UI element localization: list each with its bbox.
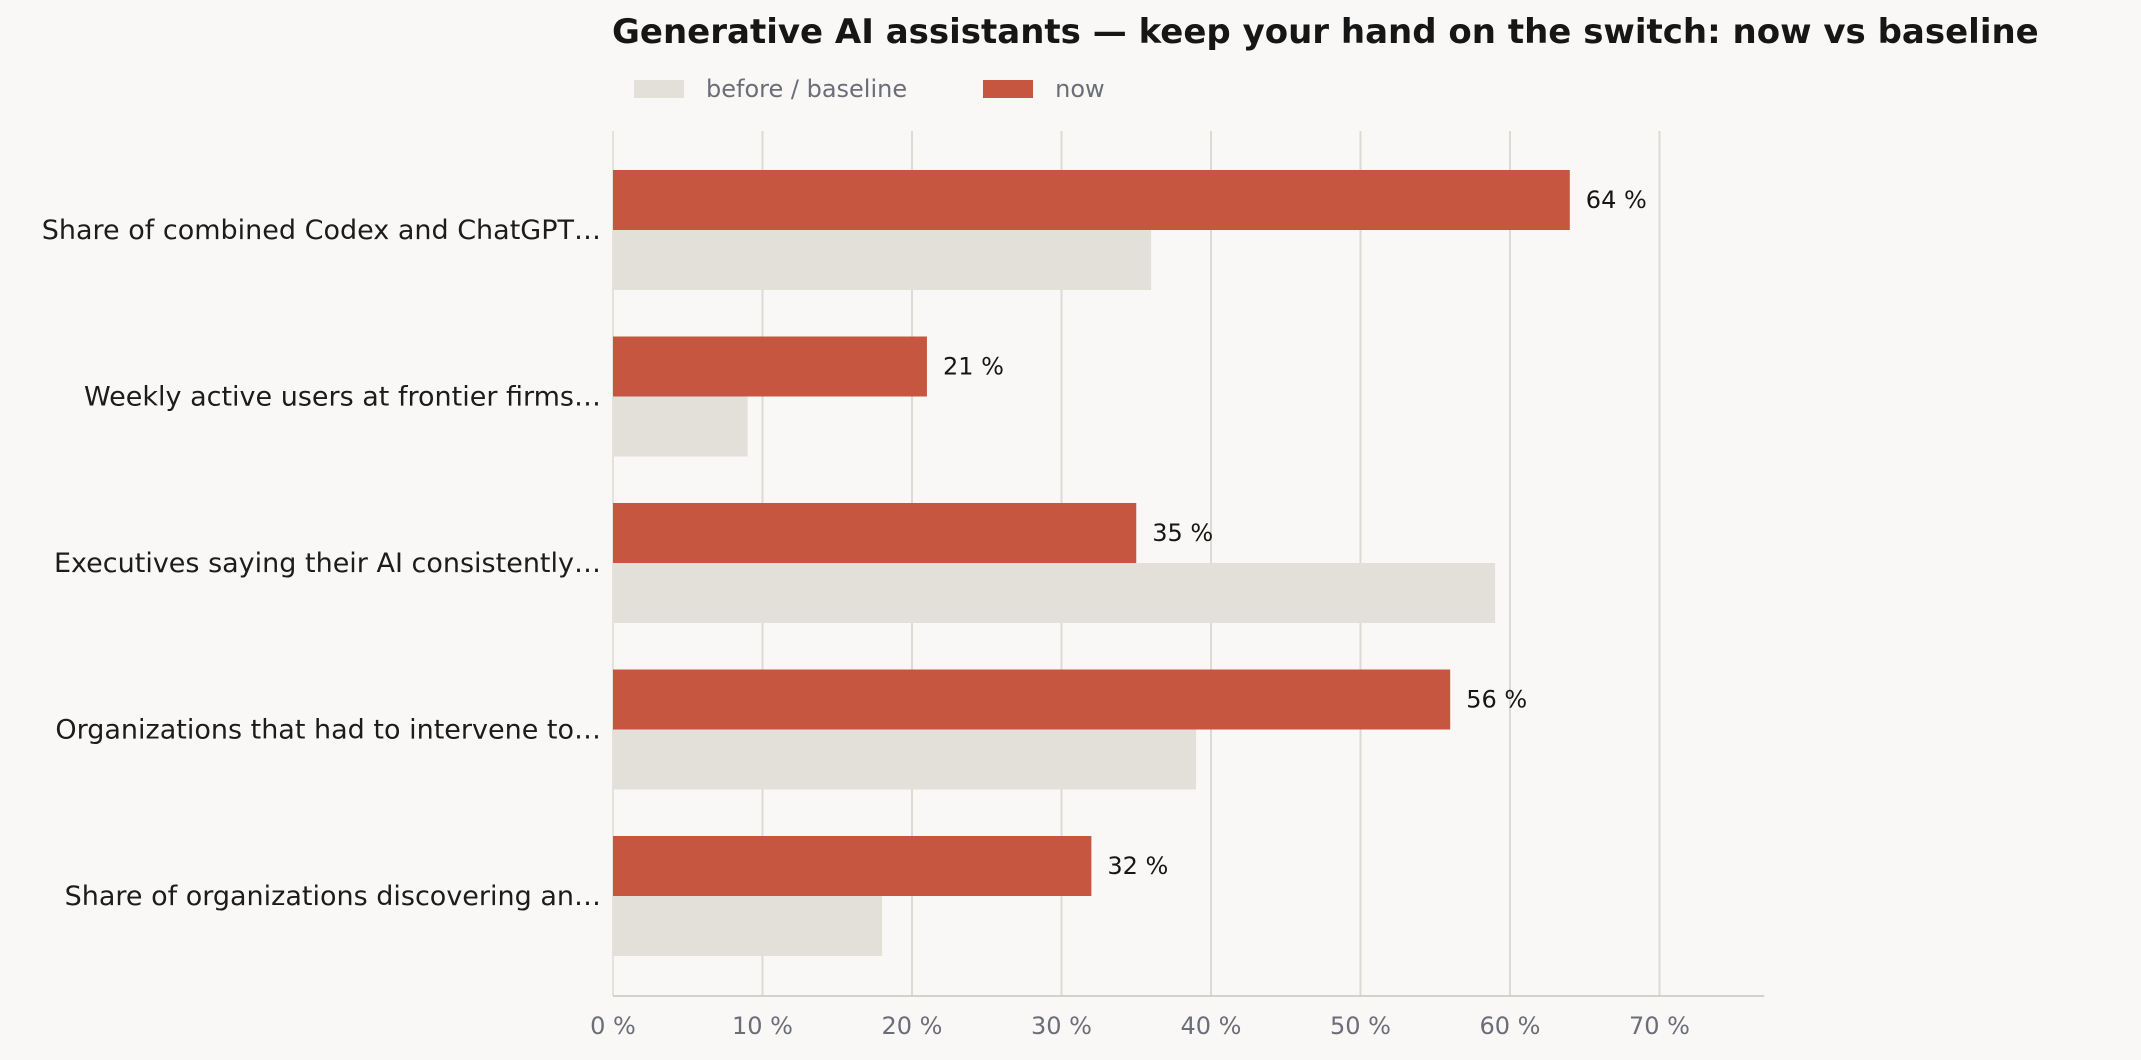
bar-baseline xyxy=(613,230,1152,290)
bar-now xyxy=(613,170,1570,230)
x-tick-label: 20 % xyxy=(882,1012,943,1040)
x-tick-label: 60 % xyxy=(1480,1012,1541,1040)
value-label-now: 35 % xyxy=(1152,519,1213,547)
category-label: Weekly active users at frontier firms… xyxy=(84,382,601,413)
legend-item-baseline: before / baseline xyxy=(612,75,907,103)
category-label: Share of combined Codex and ChatGPT… xyxy=(42,215,601,246)
x-tick-label: 10 % xyxy=(732,1012,793,1040)
chart-title: Generative AI assistants — keep your han… xyxy=(612,12,2039,52)
legend-label-now: now xyxy=(1055,75,1105,103)
value-label-now: 32 % xyxy=(1107,852,1168,880)
bar-now xyxy=(613,503,1137,563)
x-tick-label: 0 % xyxy=(590,1012,636,1040)
legend-swatch-now xyxy=(983,80,1034,98)
value-label-now: 56 % xyxy=(1466,686,1527,714)
bar-baseline xyxy=(613,729,1197,790)
category-label: Organizations that had to intervene to… xyxy=(55,715,601,746)
category-label: Share of organizations discovering an… xyxy=(65,881,601,912)
category-label: Executives saying their AI consistently… xyxy=(54,548,601,579)
x-tick-label: 40 % xyxy=(1181,1012,1242,1040)
legend-swatch-baseline xyxy=(634,80,684,98)
bar-now xyxy=(613,669,1451,730)
legend-item-now: now xyxy=(961,75,1105,103)
bar-baseline xyxy=(613,396,748,457)
x-tick-label: 70 % xyxy=(1629,1012,1690,1040)
value-label-now: 21 % xyxy=(943,353,1004,381)
bar-now xyxy=(613,336,927,397)
value-label-now: 64 % xyxy=(1586,186,1647,214)
legend-label-baseline: before / baseline xyxy=(706,75,908,103)
bar-baseline xyxy=(613,896,883,956)
bar-now xyxy=(613,836,1092,896)
x-tick-label: 50 % xyxy=(1330,1012,1391,1040)
legend: before / baseline now xyxy=(612,72,1159,106)
x-tick-label: 30 % xyxy=(1031,1012,1092,1040)
bar-baseline xyxy=(613,563,1496,623)
